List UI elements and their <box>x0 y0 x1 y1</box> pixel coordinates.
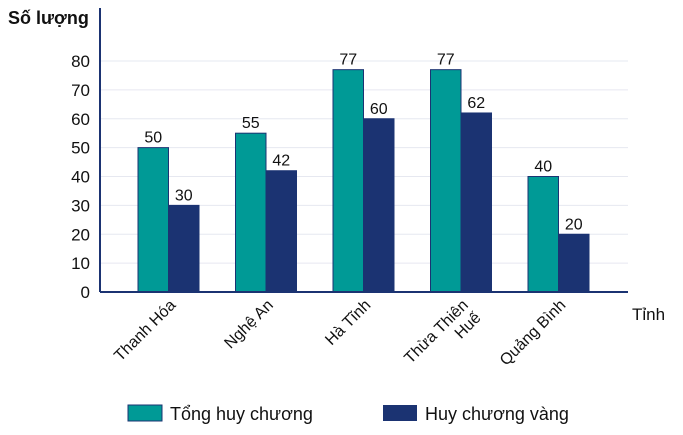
data-label: 55 <box>242 115 260 132</box>
data-label: 60 <box>370 101 388 118</box>
legend: Tổng huy chương Huy chương vàng <box>127 404 569 424</box>
data-label: 30 <box>175 187 193 204</box>
x-category-label: Hà Tĩnh <box>322 297 374 349</box>
y-tick-label: 70 <box>71 81 90 100</box>
x-category-label-line: Quảng Bình <box>497 297 569 369</box>
x-axis-title: Tỉnh <box>632 305 665 324</box>
y-tick-label: 60 <box>71 110 90 129</box>
bar-gold-0 <box>168 204 200 293</box>
bar-total-4 <box>527 176 559 293</box>
axes <box>99 8 628 293</box>
x-category-label-line: Hà Tĩnh <box>322 297 374 349</box>
bar-gold-3 <box>460 112 492 293</box>
legend-label-total: Tổng huy chương <box>170 404 313 424</box>
bars <box>137 69 590 293</box>
data-label: 77 <box>437 52 455 69</box>
data-label: 50 <box>144 130 162 147</box>
x-category-label-line: Thanh Hóa <box>111 297 179 365</box>
bar-total-0 <box>137 147 169 293</box>
y-tick-label: 20 <box>71 225 90 244</box>
legend-swatch-gold <box>383 405 417 421</box>
data-label: 20 <box>565 216 583 233</box>
y-tick-label: 10 <box>71 254 90 273</box>
y-tick-label: 30 <box>71 196 90 215</box>
bar-total-2 <box>332 69 364 293</box>
bar-total-1 <box>235 132 267 293</box>
bar-gold-4 <box>558 233 590 293</box>
data-label: 77 <box>339 52 357 69</box>
y-tick-labels: 0 10 20 30 40 50 60 70 80 <box>71 52 90 302</box>
y-tick-label: 80 <box>71 52 90 71</box>
data-label: 62 <box>467 95 485 112</box>
legend-swatch-total <box>127 404 163 422</box>
data-label: 42 <box>272 153 290 170</box>
bar-total-3 <box>430 69 462 293</box>
x-category-label-line: Nghệ An <box>221 297 276 352</box>
x-category-label: Quảng Bình <box>497 297 569 369</box>
x-category-label: Thanh Hóa <box>111 297 179 365</box>
legend-label-gold: Huy chương vàng <box>425 404 569 424</box>
bar-gold-1 <box>265 170 297 293</box>
data-label: 40 <box>534 159 552 176</box>
y-tick-label: 0 <box>81 283 90 302</box>
x-category-label: Nghệ An <box>221 297 276 352</box>
data-labels: 50 55 77 77 40 30 42 60 62 20 <box>144 52 582 234</box>
bar-gold-2 <box>363 118 395 293</box>
y-axis-title: Số lượng <box>8 8 89 28</box>
y-tick-label: 40 <box>71 168 90 187</box>
y-tick-label: 50 <box>71 139 90 158</box>
